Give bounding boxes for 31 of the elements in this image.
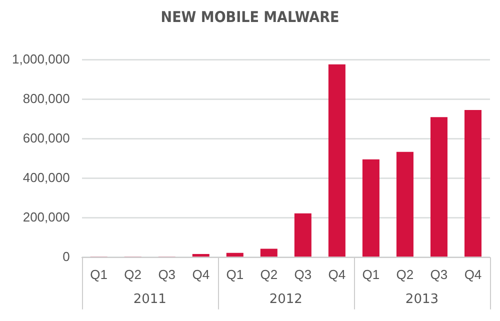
x-tick-label: Q2 <box>124 266 142 282</box>
x-tick-label: Q4 <box>328 266 346 282</box>
x-tick-label: Q3 <box>158 266 176 282</box>
bar <box>430 117 448 257</box>
x-tick-label: Q1 <box>362 266 380 282</box>
bar <box>294 213 312 257</box>
bar <box>362 159 380 257</box>
bar <box>396 152 414 257</box>
y-tick-label: 800,000 <box>22 90 70 106</box>
bar <box>464 110 482 257</box>
text: 2013 <box>405 292 439 307</box>
x-tick-label: Q3 <box>294 266 312 282</box>
y-tick-label: 1,000,000 <box>12 51 70 66</box>
bar <box>226 252 244 257</box>
x-tick-label: Q1 <box>226 266 244 282</box>
text: 2011 <box>133 292 166 307</box>
x-tick-label: Q4 <box>464 266 482 282</box>
bar <box>328 64 346 257</box>
bar <box>192 254 210 257</box>
x-tick-label: Q2 <box>396 266 414 282</box>
text: 2012 <box>269 292 302 307</box>
x-tick-label: Q2 <box>260 266 278 282</box>
x-tick-label: Q1 <box>90 266 108 282</box>
x-tick-label: Q4 <box>192 266 210 282</box>
bar <box>260 248 278 257</box>
x-tick-label: Q3 <box>430 266 448 282</box>
y-tick-label: 400,000 <box>22 170 70 185</box>
y-tick-label: 600,000 <box>22 130 70 146</box>
y-tick-label: 200,000 <box>22 209 70 224</box>
chart-title: NEW MOBILE MALWARE <box>160 8 340 26</box>
y-tick-label: 0 <box>62 248 70 264</box>
